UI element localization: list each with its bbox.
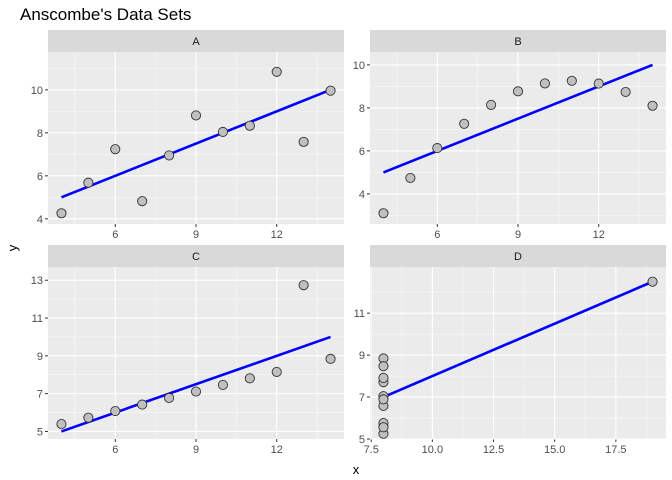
facet-strip	[370, 245, 666, 267]
data-point	[325, 353, 336, 364]
data-point	[244, 373, 255, 384]
panel-background	[370, 267, 666, 439]
data-point	[593, 78, 604, 89]
facet-strip	[48, 30, 344, 52]
y-tick-label: 9	[359, 350, 365, 362]
y-tick-label: 11	[354, 308, 365, 320]
data-point	[432, 143, 443, 154]
x-tick-label: 12	[271, 229, 283, 241]
facet-strip-label: D	[514, 251, 522, 263]
chart-title: Anscombe's Data Sets	[20, 5, 191, 24]
regression-line	[61, 335, 331, 433]
x-axis-title: x	[353, 462, 360, 477]
data-point	[190, 386, 202, 397]
facet-panel-d: D 7.5 10.0 12.5 15.0 17.5 5 7 9 11	[354, 245, 666, 456]
y-tick-label: 6	[37, 171, 43, 183]
data-point	[539, 78, 550, 89]
data-point	[217, 379, 228, 390]
x-tick-label: 9	[515, 229, 521, 241]
data-point	[83, 177, 94, 188]
data-point	[486, 99, 497, 110]
y-tick-label: 4	[37, 214, 43, 226]
x-tick-label: 12.5	[483, 444, 504, 456]
y-tick-label: 11	[32, 313, 43, 325]
data-point	[512, 86, 524, 97]
data-point	[56, 419, 67, 430]
y-tick-label: 7	[359, 392, 365, 404]
y-tick-label: 5	[359, 434, 365, 446]
data-point	[647, 276, 658, 287]
data-point	[298, 280, 309, 291]
y-axis-title: y	[5, 244, 20, 251]
regression-line	[382, 63, 654, 174]
facet-panel-a: A 6 9 12 4 6 8 10	[31, 30, 344, 241]
x-tick-label: 6	[434, 229, 440, 241]
data-point	[217, 126, 228, 138]
data-point	[110, 144, 121, 155]
x-tick-label: 9	[193, 229, 199, 241]
data-point	[110, 405, 121, 417]
data-point	[378, 422, 389, 433]
regression-line	[60, 88, 332, 199]
data-point	[620, 86, 631, 98]
data-point	[378, 208, 389, 219]
regression-line	[382, 280, 654, 399]
x-tick-label: 7.5	[364, 444, 379, 456]
facet-panels: A 6 9 12 4 6 8 10 B 6 9 12 4 6 8 10 C 6 9 12 5 7 9 11 13 D 7.5 10.0…	[31, 30, 666, 456]
y-tick-label: 7	[37, 389, 43, 401]
data-point	[378, 394, 389, 405]
data-point	[56, 208, 67, 219]
y-tick-label: 10	[353, 60, 365, 72]
data-point	[566, 75, 577, 86]
x-tick-label: 6	[112, 444, 118, 456]
facet-strip-label: A	[192, 36, 200, 48]
facet-strip	[370, 30, 666, 52]
data-point	[164, 392, 175, 404]
y-tick-label: 9	[37, 351, 43, 363]
y-tick-label: 10	[31, 85, 43, 97]
facet-strip-label: C	[192, 251, 200, 263]
x-tick-label: 9	[193, 444, 199, 456]
data-point	[647, 100, 658, 111]
y-tick-label: 6	[359, 146, 365, 158]
y-tick-label: 8	[359, 103, 365, 115]
data-point	[325, 85, 336, 96]
x-tick-label: 15.0	[544, 444, 565, 456]
y-tick-label: 4	[359, 189, 365, 201]
facet-panel-b: B 6 9 12 4 6 8 10	[353, 30, 666, 241]
data-point	[298, 136, 309, 147]
data-point	[459, 118, 470, 129]
data-point	[83, 412, 94, 423]
y-tick-label: 8	[37, 128, 43, 140]
data-point	[137, 399, 148, 410]
y-tick-label: 13	[31, 275, 43, 287]
data-point	[378, 361, 389, 372]
facet-strip-label: B	[514, 36, 521, 48]
facet-panel-c: C 6 9 12 5 7 9 11 13	[31, 245, 344, 456]
x-tick-label: 6	[112, 229, 118, 241]
data-point	[271, 366, 282, 377]
x-tick-label: 10.0	[422, 444, 443, 456]
data-point	[190, 110, 202, 121]
data-point	[378, 372, 389, 384]
data-point	[164, 150, 175, 161]
data-point	[405, 172, 416, 184]
data-point	[137, 196, 148, 207]
data-point	[271, 66, 282, 77]
x-tick-label: 12	[593, 229, 605, 241]
y-tick-label: 5	[37, 426, 43, 438]
x-tick-label: 12	[271, 444, 283, 456]
x-tick-label: 17.5	[605, 444, 626, 456]
data-point	[244, 120, 255, 131]
facet-strip	[48, 245, 344, 267]
